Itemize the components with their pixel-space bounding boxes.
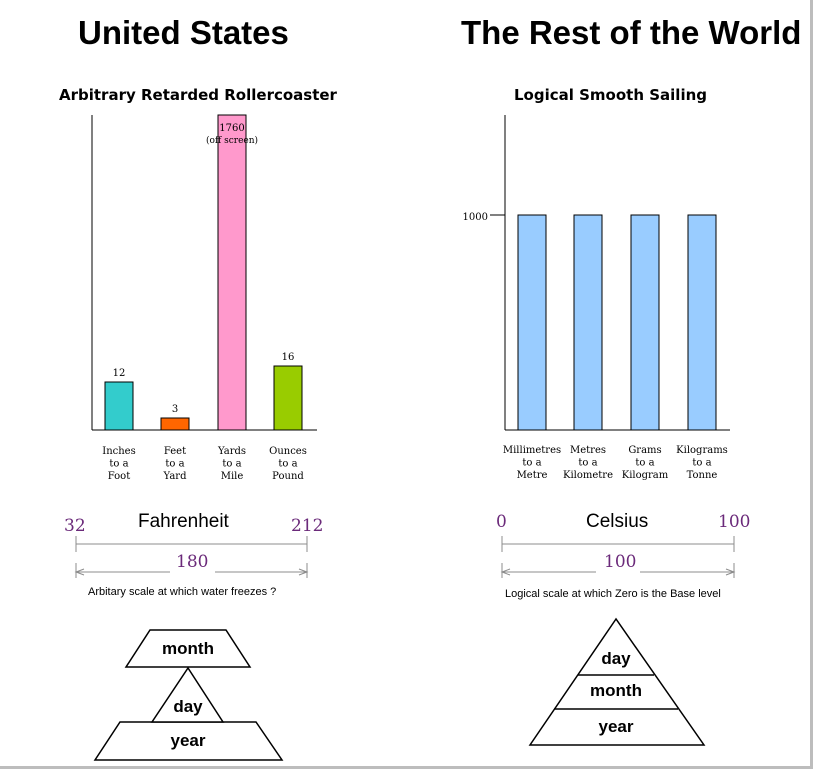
left-bar-3 <box>273 365 303 431</box>
us-tier-middle <box>150 666 225 723</box>
right-tick-label-3-2: Tonne <box>687 470 718 481</box>
left-bar-offscreen-note: (off screen) <box>206 135 258 146</box>
scale-title-celsius: Celsius <box>586 511 649 532</box>
left-tick-label-3-1: to a <box>278 459 297 470</box>
heading-rest-of-world: The Rest of the World <box>461 14 802 51</box>
celsius-bracket <box>500 536 736 578</box>
right-tick-label-2-2: Kilogram <box>622 470 669 481</box>
right-bar-3 <box>687 214 717 431</box>
left-bar-1 <box>160 417 190 431</box>
left-bar-value-1: 3 <box>172 404 178 415</box>
chart-title-left: Arbitrary Retarded Rollercoaster <box>59 86 337 104</box>
left-tick-label-2-1: to a <box>222 459 241 470</box>
left-tick-label-0-2: Foot <box>108 471 130 482</box>
scale-note-fahrenheit: Arbitary scale at which water freezes ? <box>88 586 277 598</box>
right-tick-label-0-0: Millimetres <box>503 445 561 456</box>
us-date-stack <box>93 629 284 761</box>
scale-high-celsius: 100 <box>718 512 751 532</box>
right-bar-2 <box>630 214 660 431</box>
scale-span-fahrenheit: 180 <box>176 552 209 572</box>
us-tier-bottom <box>93 721 284 761</box>
right-bar-0 <box>517 214 547 431</box>
right-tick-label-2-1: to a <box>635 458 654 469</box>
scale-high-fahrenheit: 212 <box>291 516 324 536</box>
world-date-bottom: year <box>598 717 634 736</box>
left-tick-label-1-1: to a <box>165 459 184 470</box>
right-tick-label-0-1: to a <box>522 458 541 469</box>
us-date-bottom: year <box>170 731 206 750</box>
left-bar-2 <box>217 114 247 431</box>
left-tick-label-1-2: Yard <box>163 471 188 482</box>
left-bar-value-0: 12 <box>113 368 126 379</box>
world-date-pyramid <box>528 617 706 746</box>
fahrenheit-bracket <box>74 536 309 578</box>
left-tick-label-2-2: Mile <box>221 471 244 482</box>
right-tick-label-0-2: Metre <box>517 470 548 481</box>
scale-low-celsius: 0 <box>496 512 507 532</box>
left-bar-value-3: 16 <box>282 352 295 363</box>
scale-span-celsius: 100 <box>604 552 637 572</box>
right-tick-label-1-2: Kilometre <box>563 470 613 481</box>
right-y-tick-label: 1000 <box>463 212 488 223</box>
heading-united-states: United States <box>78 14 289 51</box>
right-tick-label-3-1: to a <box>692 458 711 469</box>
left-tick-label-3-2: Pound <box>272 471 304 482</box>
right-bar-1 <box>573 214 603 431</box>
world-pyramid-outline <box>528 617 706 746</box>
left-tick-label-0-1: to a <box>109 459 128 470</box>
us-date-top: month <box>162 639 214 658</box>
scale-note-celsius: Logical scale at which Zero is the Base … <box>505 588 721 600</box>
us-date-middle: day <box>173 697 203 716</box>
us-tier-top <box>124 629 252 668</box>
left-tick-label-3-0: Ounces <box>269 446 307 457</box>
world-date-middle: month <box>590 681 642 700</box>
right-tick-label-3-0: Kilograms <box>676 445 728 456</box>
scale-title-fahrenheit: Fahrenheit <box>138 511 229 532</box>
chart-title-right: Logical Smooth Sailing <box>514 86 708 104</box>
left-tick-label-2-0: Yards <box>217 446 246 457</box>
left-bar-0 <box>104 381 134 431</box>
left-tick-label-0-0: Inches <box>102 446 135 457</box>
scale-low-fahrenheit: 32 <box>64 516 86 536</box>
right-tick-label-1-1: to a <box>578 458 597 469</box>
left-bar-value-2: 1760 <box>219 123 244 134</box>
world-date-top: day <box>601 649 631 668</box>
left-tick-label-1-0: Feet <box>164 446 186 457</box>
right-tick-label-1-0: Metres <box>570 445 606 456</box>
right-tick-label-2-0: Grams <box>628 445 661 456</box>
